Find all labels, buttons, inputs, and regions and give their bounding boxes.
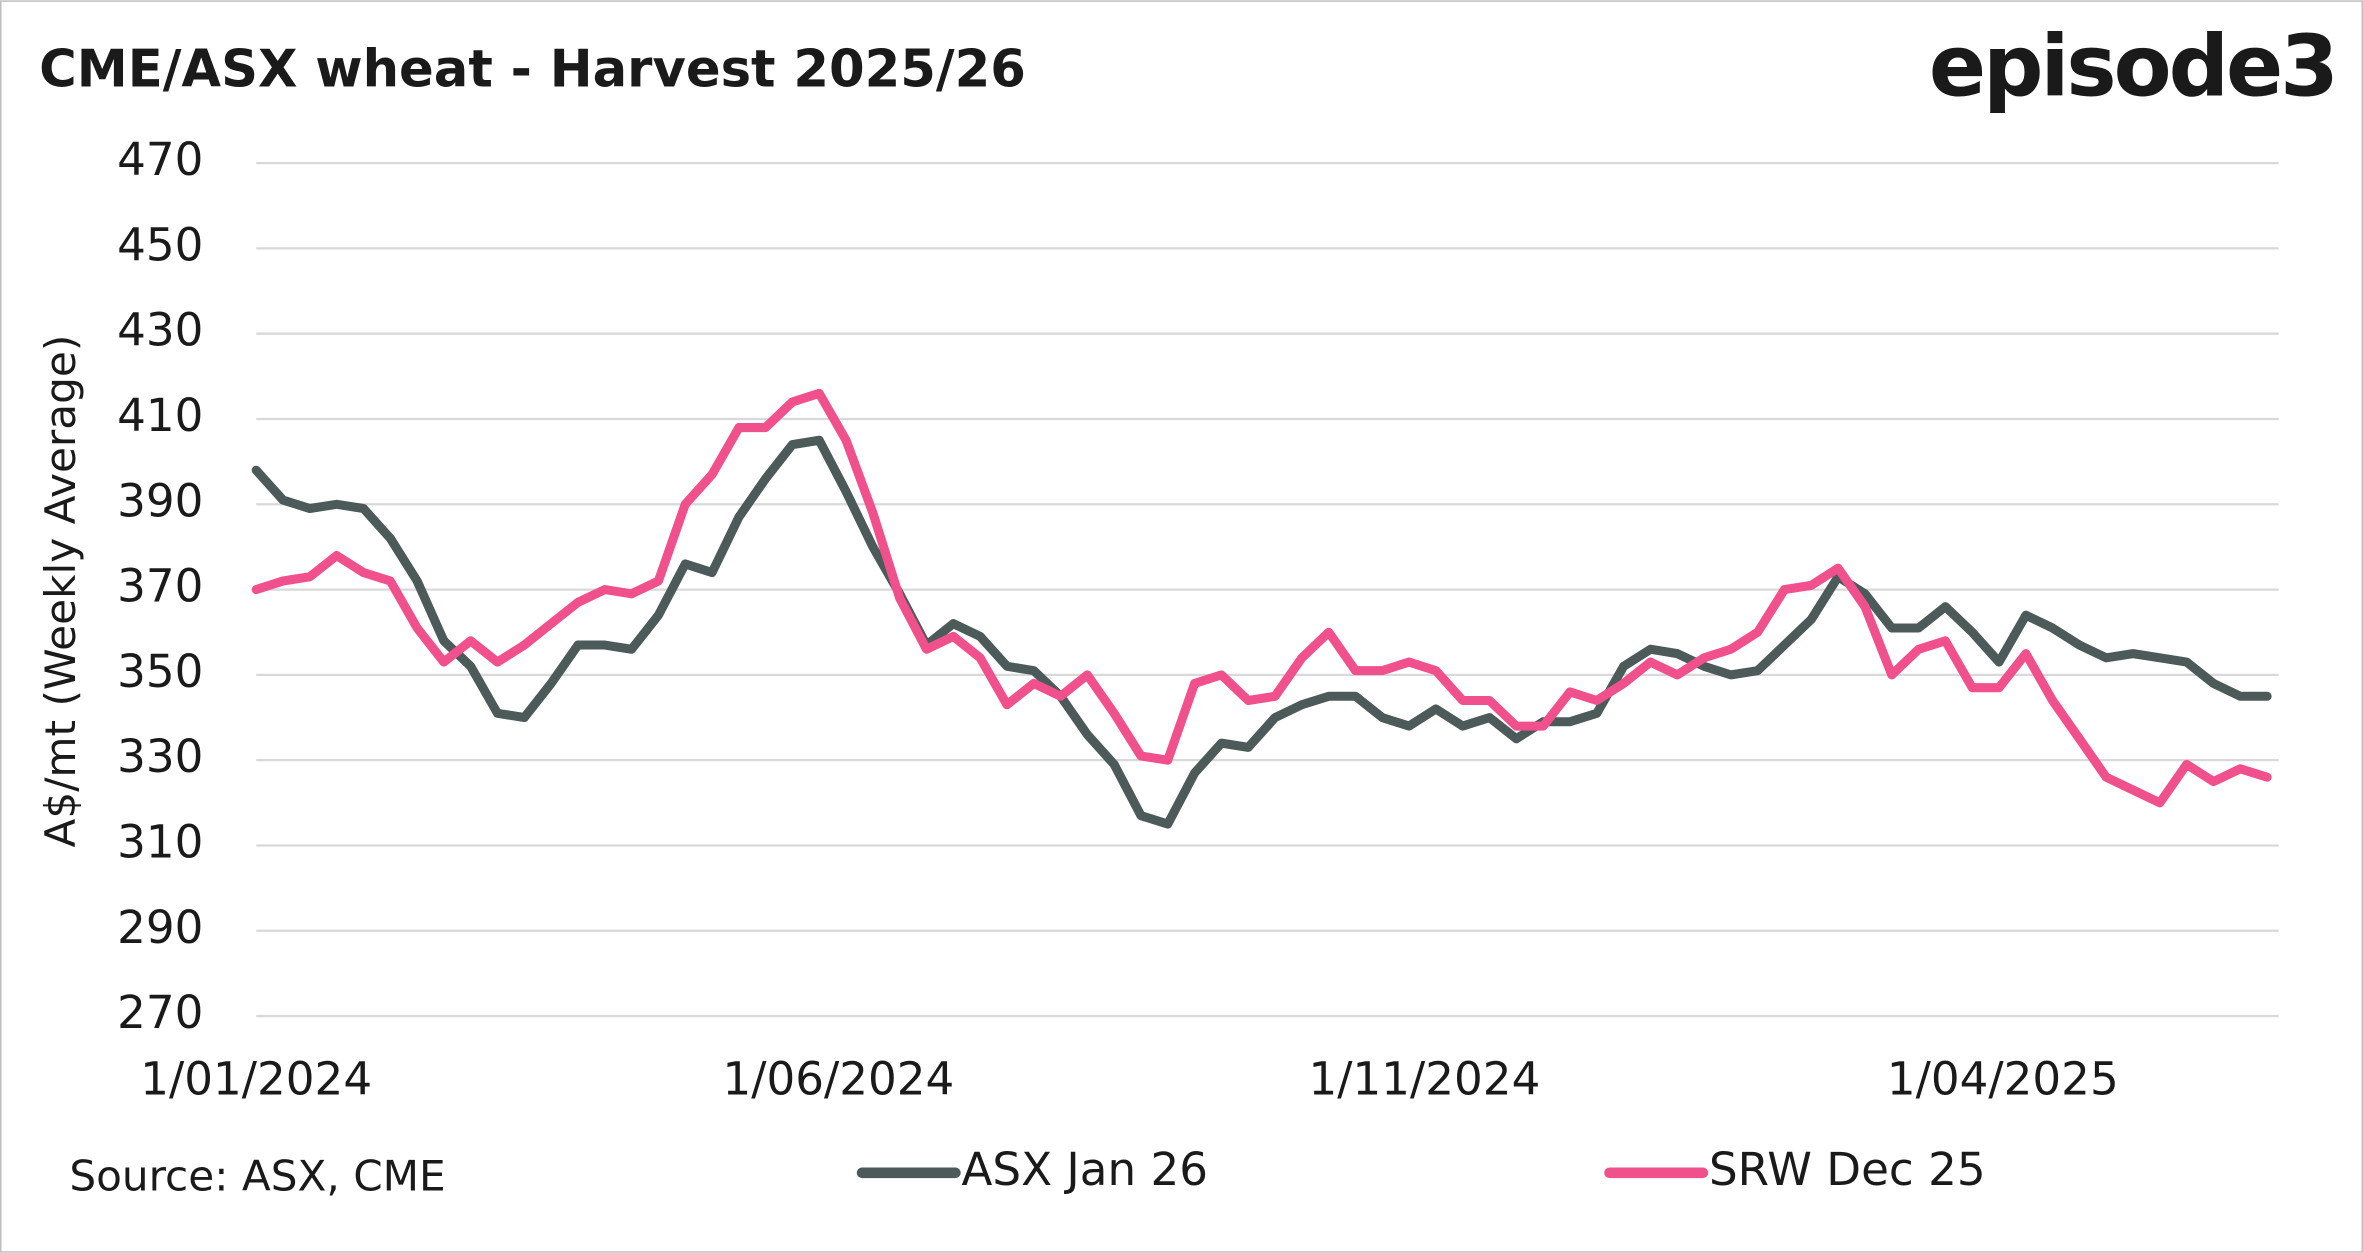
y-tick-label: 410 [117,389,203,442]
series-line [251,435,2272,829]
x-tick-label: 1/11/2024 [1309,1052,1541,1105]
y-tick-label: 350 [117,645,203,698]
x-tick-label: 1/01/2024 [140,1052,372,1105]
y-tick-label: 430 [117,304,203,357]
legend-label: ASX Jan 26 [961,1143,1208,1196]
y-tick-label: 450 [117,218,203,271]
brand-logo: episode3 [1929,18,2336,116]
chart-title: CME/ASX wheat - Harvest 2025/26 [39,40,1026,100]
x-tick-label: 1/06/2024 [723,1052,955,1105]
y-tick-label: 330 [117,730,203,783]
y-tick-label: 310 [117,815,203,868]
y-tick-label: 470 [117,133,203,186]
source-note: Source: ASX, CME [69,1151,445,1200]
y-tick-label: 290 [117,901,203,954]
y-axis-label: A$/mt (Weekly Average) [36,335,85,848]
y-tick-label: 270 [117,986,203,1039]
x-tick-label: 1/04/2025 [1887,1052,2119,1105]
y-tick-label: 390 [117,474,203,527]
series-line [251,388,2272,808]
y-tick-label: 370 [117,560,203,613]
legend-label: SRW Dec 25 [1709,1143,1986,1196]
